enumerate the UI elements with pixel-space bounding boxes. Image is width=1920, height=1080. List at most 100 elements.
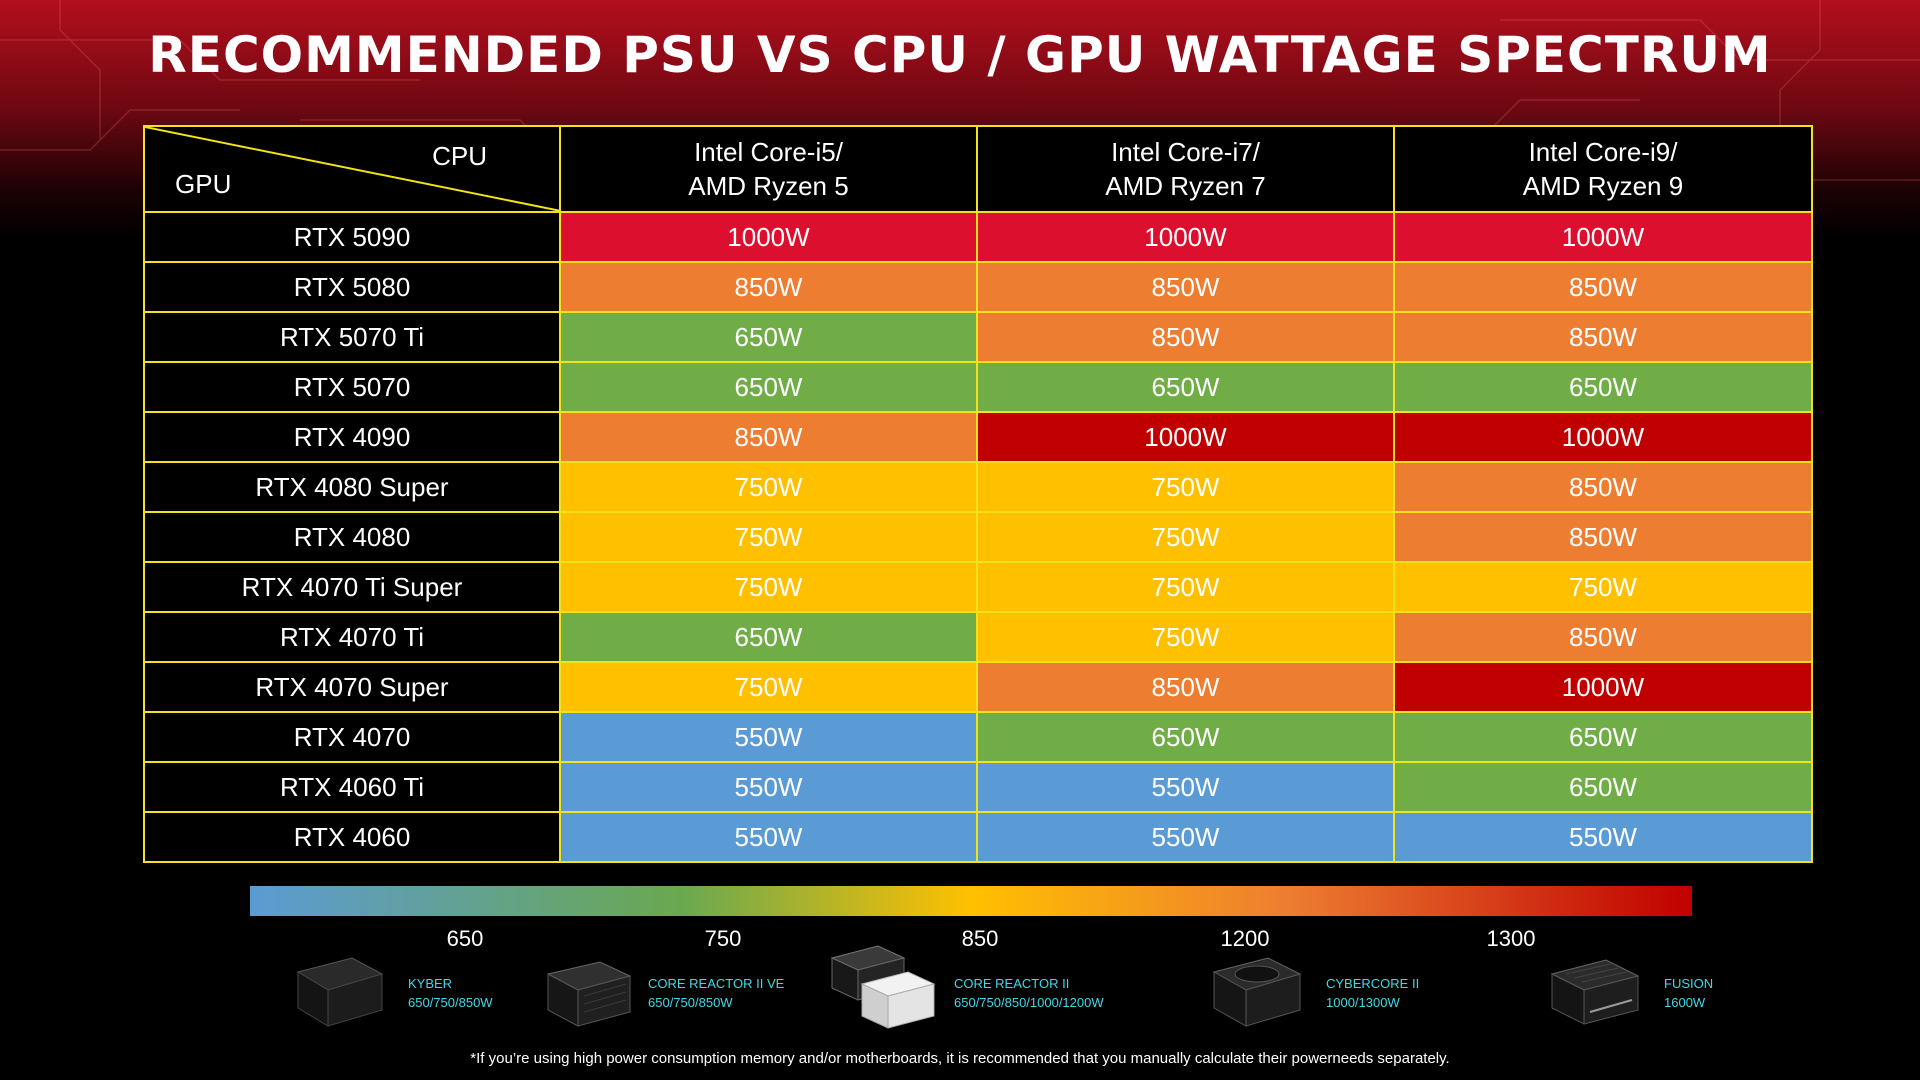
wattage-cell: 1000W [976,211,1395,263]
psu-cybercore-ii-icon [1212,957,1302,1027]
wattage-cell: 650W [559,611,978,663]
psu-fusion-icon [1550,959,1640,1025]
product-name: KYBER [408,976,453,991]
legend-tick: 1200 [1220,926,1270,951]
gpu-label: RTX 4090 [143,411,561,463]
wattage-cell: 750W [559,511,978,563]
legend-tick: 650 [446,926,484,951]
product-fusion: FUSION 1600W [1546,952,1766,1032]
wattage-cell: 850W [976,661,1395,713]
product-watts: 1000/1300W [1326,995,1400,1010]
wattage-cell: 750W [976,561,1395,613]
wattage-cell: 1000W [559,211,978,263]
wattage-cell: 850W [1393,261,1813,313]
table-row: RTX 5080 850W 850W 850W [143,261,1813,313]
product-watts: 650/750/850W [408,995,493,1010]
table-row: RTX 4080 Super 750W 750W 850W [143,461,1813,513]
psu-core-reactor-ii-icon [830,945,936,1029]
wattage-cell: 850W [1393,611,1813,663]
table-row: RTX 4070 Super 750W 850W 1000W [143,661,1813,713]
wattage-cell: 650W [559,361,978,413]
column-header-line1: Intel Core-i9/ [1528,137,1678,167]
legend-tick: 750 [704,926,742,951]
header-row: CPU GPU Intel Core-i5/ AMD Ryzen 5 Intel… [143,125,1813,213]
wattage-cell: 550W [976,761,1395,813]
legend-tick: 1300 [1486,926,1536,951]
product-name: CYBERCORE II [1326,976,1420,991]
diagonal-divider [145,127,561,211]
gpu-label: RTX 4070 Ti Super [143,561,561,613]
product-cybercore-ii: CYBERCORE II 1000/1300W [1208,952,1438,1032]
wattage-cell: 750W [559,561,978,613]
column-header-line1: Intel Core-i5/ [694,137,843,167]
wattage-cell: 650W [976,711,1395,763]
gpu-label: RTX 5070 Ti [143,311,561,363]
gpu-label: RTX 4060 [143,811,561,863]
table-body: RTX 5090 1000W 1000W 1000W RTX 5080 850W 850W 8… [143,211,1813,863]
gpu-label: RTX 4070 [143,711,561,763]
gpu-label: RTX 5070 [143,361,561,413]
gpu-axis-label: GPU [175,169,232,199]
column-header-i7: Intel Core-i7/ AMD Ryzen 7 [976,125,1395,213]
table-row: RTX 4090 850W 1000W 1000W [143,411,1813,463]
product-watts: 650/750/850W [648,995,733,1010]
table-row: RTX 4060 550W 550W 550W [143,811,1813,863]
product-name: CORE REACTOR II VE [648,976,785,991]
corner-cell: CPU GPU [143,125,561,213]
wattage-cell: 850W [559,261,978,313]
footnote: *If you’re using high power consumption … [470,1050,1450,1067]
table-row: RTX 4070 550W 650W 650W [143,711,1813,763]
gpu-label: RTX 4060 Ti [143,761,561,813]
wattage-cell: 850W [976,261,1395,313]
gpu-label: RTX 4070 Super [143,661,561,713]
wattage-cell: 750W [976,461,1395,513]
wattage-cell: 1000W [1393,211,1813,263]
wattage-cell: 850W [1393,511,1813,563]
table-row: RTX 5070 650W 650W 650W [143,361,1813,413]
wattage-cell: 550W [559,761,978,813]
product-kyber: KYBER 650/750/850W [290,952,530,1032]
table-row: RTX 4070 Ti Super 750W 750W 750W [143,561,1813,613]
wattage-cell: 850W [1393,461,1813,513]
gpu-label: RTX 4080 Super [143,461,561,513]
page-title: RECOMMENDED PSU VS CPU / GPU WATTAGE SPE… [148,26,1772,84]
psu-table: CPU GPU Intel Core-i5/ AMD Ryzen 5 Intel… [143,125,1813,863]
product-name: CORE REACTOR II [954,976,1070,991]
product-core-reactor-ii-ve: CORE REACTOR II VE 650/750/850W [542,952,802,1032]
wattage-cell: 750W [559,461,978,513]
psu-kyber-icon [296,957,384,1027]
product-watts: 1600W [1664,995,1706,1010]
wattage-cell: 550W [976,811,1395,863]
product-name: FUSION [1664,976,1714,991]
column-header-line2: AMD Ryzen 7 [1105,171,1266,201]
wattage-cell: 850W [976,311,1395,363]
gpu-label: RTX 5090 [143,211,561,263]
table-row: RTX 5090 1000W 1000W 1000W [143,211,1813,263]
product-watts: 650/750/850/1000/1200W [954,995,1104,1010]
column-header-line2: AMD Ryzen 5 [688,171,849,201]
wattage-cell: 750W [976,611,1395,663]
wattage-cell: 750W [559,661,978,713]
wattage-cell: 650W [1393,361,1813,413]
wattage-cell: 550W [559,711,978,763]
wattage-cell: 650W [559,311,978,363]
product-core-reactor-ii: CORE REACTOR II 650/750/850/1000/1200W [828,945,1158,1032]
gpu-label: RTX 5080 [143,261,561,313]
psu-core-reactor-ii-ve-icon [546,961,632,1027]
wattage-cell: 650W [976,361,1395,413]
wattage-cell: 550W [559,811,978,863]
gpu-label: RTX 4080 [143,511,561,563]
wattage-cell: 1000W [976,411,1395,463]
gpu-label: RTX 4070 Ti [143,611,561,663]
column-header-i9: Intel Core-i9/ AMD Ryzen 9 [1393,125,1813,213]
wattage-cell: 1000W [1393,661,1813,713]
wattage-cell: 850W [1393,311,1813,363]
table-row: RTX 4070 Ti 650W 750W 850W [143,611,1813,663]
column-header-i5: Intel Core-i5/ AMD Ryzen 5 [559,125,978,213]
wattage-cell: 1000W [1393,411,1813,463]
legend-tick: 850 [961,926,999,951]
column-header-line2: AMD Ryzen 9 [1522,171,1684,201]
table-row: RTX 4060 Ti 550W 550W 650W [143,761,1813,813]
table-row: RTX 4080 750W 750W 850W [143,511,1813,563]
wattage-cell: 750W [1393,561,1813,613]
